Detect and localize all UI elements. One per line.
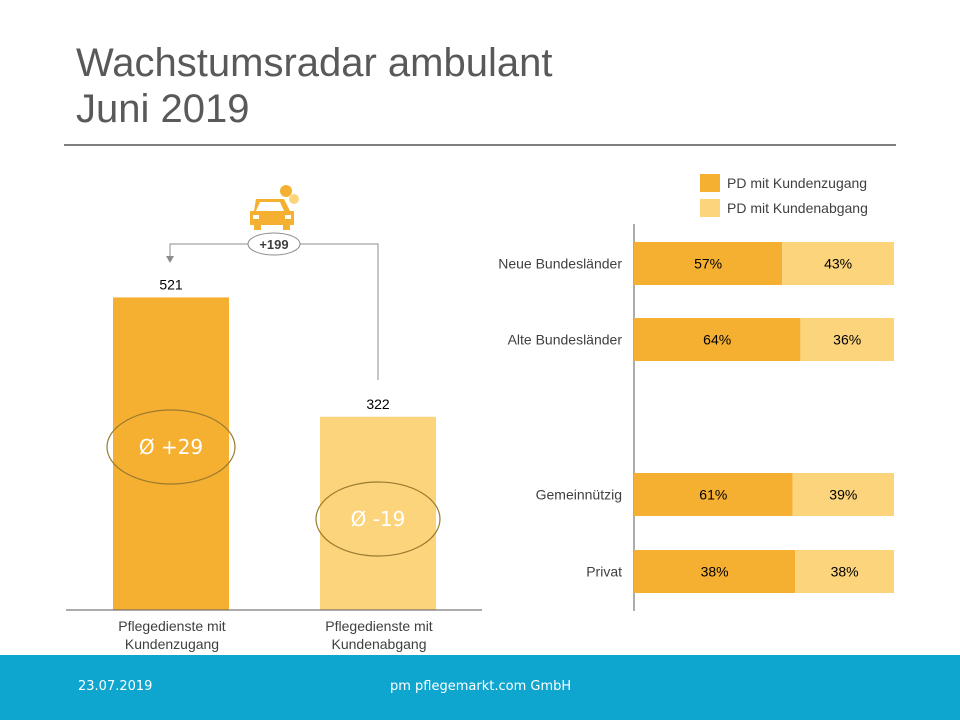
legend-swatch — [700, 199, 720, 217]
data-label: 43% — [824, 256, 852, 272]
average-ellipse — [315, 481, 441, 557]
bar — [113, 297, 229, 610]
y-tick-label: Privat — [586, 564, 622, 580]
bar-segment — [634, 242, 783, 285]
bar — [320, 416, 436, 610]
chart-area: +199 521 Ø +29 Pflegedienste mit Kundenzuga… — [66, 174, 894, 652]
bar-value-label: 521 — [159, 276, 183, 292]
page-title: Wachstumsradar ambulant Juni 2019 — [76, 40, 552, 132]
y-tick-label: Alte Bundesländer — [508, 332, 623, 348]
bar-segment — [795, 550, 894, 593]
data-label: 64% — [703, 332, 731, 348]
difference-label: +199 — [259, 237, 288, 252]
average-ellipse — [106, 409, 236, 485]
y-tick-label: Gemeinnützig — [536, 487, 622, 503]
bracket-arrowhead — [166, 256, 174, 263]
data-label: 61% — [699, 487, 727, 503]
data-label: 38% — [831, 564, 859, 580]
footer-bar: 23.07.2019 pm pflegemarkt.com GmbH — [0, 655, 960, 720]
bar-segment — [634, 318, 801, 361]
footer-date: 23.07.2019 — [78, 679, 153, 694]
legend-label: PD mit Kundenzugang — [727, 175, 867, 191]
legend-label: PD mit Kundenabgang — [727, 200, 868, 216]
x-tick-label: Pflegedienste mit — [325, 618, 433, 634]
title-line-2: Juni 2019 — [76, 87, 250, 131]
data-label: 57% — [694, 256, 722, 272]
legend-swatch — [700, 174, 720, 192]
bar-segment — [792, 473, 894, 516]
x-tick-label: Kundenzugang — [125, 636, 219, 652]
average-label: Ø -19 — [351, 507, 406, 531]
data-label: 38% — [701, 564, 729, 580]
average-label: Ø +29 — [139, 435, 203, 459]
title-line-1: Wachstumsradar ambulant — [76, 41, 553, 85]
bar-segment — [800, 318, 894, 361]
data-label: 36% — [833, 332, 861, 348]
bar-segment — [634, 550, 796, 593]
bar-value-label: 322 — [366, 396, 390, 412]
bar-segment — [782, 242, 894, 285]
title-divider — [64, 144, 896, 146]
data-label: 39% — [829, 487, 857, 503]
car-icon — [250, 185, 299, 230]
x-tick-label: Kundenabgang — [332, 636, 427, 652]
footer-company: pm pflegemarkt.com GmbH — [390, 679, 572, 694]
x-tick-label: Pflegedienste mit — [118, 618, 226, 634]
bar-segment — [634, 473, 793, 516]
y-tick-label: Neue Bundesländer — [498, 256, 622, 272]
difference-badge — [247, 232, 301, 256]
